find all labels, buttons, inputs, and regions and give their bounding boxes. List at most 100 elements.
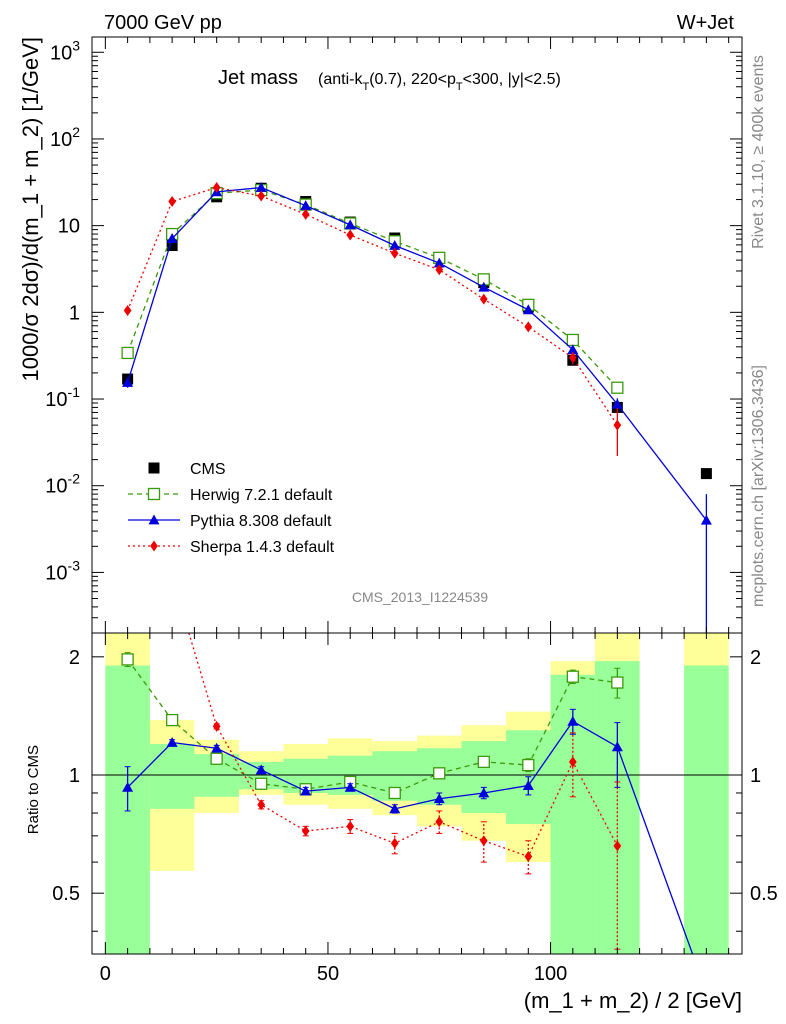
sherpa-main-line bbox=[127, 186, 618, 426]
herwig-ratio-point bbox=[522, 758, 535, 772]
main-y-tick-label: 10-3 bbox=[45, 557, 80, 584]
main-y-tick-label: 1 bbox=[69, 302, 80, 324]
sherpa-main-point bbox=[613, 419, 622, 431]
pythia-main-point bbox=[567, 344, 579, 355]
sherpa-main-point bbox=[435, 264, 444, 276]
sherpa-main-point bbox=[123, 304, 132, 316]
ratio-y-axis-ticks: 0.5 0.5 1 1 2 2 bbox=[52, 647, 778, 932]
sherpa-ratio-point bbox=[524, 851, 533, 863]
pythia-main-point bbox=[700, 514, 712, 525]
inner-uncertainty-band bbox=[684, 665, 729, 954]
pythia-main-point bbox=[166, 233, 178, 243]
pythia-main-point bbox=[344, 219, 356, 230]
pythia-ratio-point bbox=[567, 715, 579, 726]
pythia-main-point bbox=[611, 398, 623, 409]
main-plot-panel: 10-3 10-2 10-1 1 10 102 103 1000/σ 2dσ)/d(m_1 … bbox=[18, 36, 743, 660]
cms-legend-label: CMS bbox=[190, 461, 226, 478]
herwig-ratio-point bbox=[165, 713, 179, 727]
x-axis-label: (m_1 + m_2) / 2 [GeV] bbox=[524, 988, 742, 1013]
sherpa-main-point bbox=[301, 208, 310, 220]
herwig-main-point bbox=[611, 381, 624, 394]
sherpa-main-point bbox=[568, 352, 577, 364]
pythia-ratio-point bbox=[255, 764, 267, 775]
pythia-ratio-point bbox=[211, 742, 223, 753]
ratio-series-layer bbox=[121, 633, 694, 954]
analysis-id-label: CMS_2013_I1224539 bbox=[352, 589, 488, 605]
herwig-ratio-line bbox=[127, 659, 618, 794]
header-right-label: W+Jet bbox=[677, 12, 735, 34]
pythia-ratio-point bbox=[522, 780, 534, 790]
herwig-legend-marker bbox=[147, 487, 161, 501]
herwig-ratio-point bbox=[210, 752, 223, 765]
sherpa-main-point bbox=[212, 182, 221, 194]
sherpa-ratio-point bbox=[346, 820, 355, 832]
main-series-layer bbox=[121, 182, 712, 660]
rivet-version-label: Rivet 3.1.10, ≥ 400k events bbox=[750, 55, 767, 249]
sherpa-main-point bbox=[390, 247, 399, 259]
sherpa-ratio-point bbox=[390, 837, 399, 849]
ratio-y-tick-label-right: 1 bbox=[750, 765, 761, 787]
cms-main-point bbox=[700, 468, 712, 480]
pythia-main-point bbox=[433, 257, 445, 268]
sherpa-ratio-point bbox=[568, 756, 577, 768]
sherpa-ratio-point bbox=[435, 816, 444, 828]
main-y-tick-labels: 10-3 10-2 10-1 1 10 102 103 bbox=[45, 37, 80, 584]
cms-main-point bbox=[166, 240, 178, 252]
x-tick-label: 50 bbox=[317, 963, 339, 985]
herwig-legend-label: Herwig 7.2.1 default bbox=[190, 487, 333, 504]
sherpa-ratio-point bbox=[301, 825, 310, 837]
main-y-axis-label: 1000/σ 2dσ)/d(m_1 + m_2) [1/GeV] bbox=[18, 37, 43, 382]
main-y-axis-ticks bbox=[92, 51, 742, 634]
pythia-main-point bbox=[122, 377, 134, 387]
sherpa-legend-marker bbox=[150, 540, 158, 552]
sherpa-main-point bbox=[257, 190, 266, 202]
sherpa-main-point bbox=[524, 321, 533, 333]
herwig-main-line bbox=[127, 189, 618, 389]
cms-legend-marker bbox=[148, 462, 160, 474]
mcplots-reference-label: mcplots.cern.ch [arXiv:1306.3436] bbox=[750, 365, 767, 607]
ratio-y-tick-label-left: 2 bbox=[69, 647, 80, 669]
pythia-ratio-point bbox=[433, 793, 445, 804]
main-y-tick-label: 10-1 bbox=[45, 384, 80, 411]
ratio-plot-panel: 0.5 0.5 1 1 2 2 0 50 100 Ratio to CMS (m_1 + m_… bbox=[25, 632, 778, 1013]
main-y-tick-label: 103 bbox=[50, 37, 80, 64]
main-chart-title: Jet mass bbox=[218, 67, 298, 89]
main-y-tick-label: 102 bbox=[50, 124, 80, 151]
x-tick-label: 0 bbox=[100, 963, 111, 985]
pythia-main-point bbox=[389, 240, 401, 250]
ratio-y-tick-label-right: 0.5 bbox=[750, 883, 778, 905]
sherpa-main-point bbox=[346, 229, 355, 241]
herwig-ratio-point bbox=[433, 767, 446, 780]
pythia-ratio-point bbox=[122, 781, 134, 792]
pythia-main-point bbox=[300, 200, 312, 211]
x-tick-label: 100 bbox=[534, 963, 567, 985]
herwig-main-point bbox=[566, 333, 579, 347]
herwig-ratio-point bbox=[611, 676, 624, 689]
sherpa-ratio-point bbox=[212, 720, 221, 732]
sherpa-legend-label: Sherpa 1.4.3 default bbox=[190, 539, 335, 556]
main-y-tick-label: 10-2 bbox=[45, 471, 80, 498]
ratio-y-tick-label-left: 1 bbox=[69, 765, 80, 787]
main-x-axis-ticks bbox=[104, 37, 730, 633]
pythia-main-point bbox=[478, 281, 490, 292]
inner-uncertainty-band bbox=[149, 743, 195, 809]
ratio-y-tick-label-left: 0.5 bbox=[52, 883, 80, 905]
header-left-label: 7000 GeV pp bbox=[104, 12, 222, 34]
pythia-ratio-point bbox=[300, 785, 312, 796]
pythia-legend-label: Pythia 8.308 default bbox=[190, 513, 332, 530]
pythia-main-point bbox=[255, 182, 267, 192]
pythia-ratio-point bbox=[478, 787, 490, 798]
pythia-legend-marker bbox=[148, 514, 160, 525]
sherpa-main-point bbox=[479, 293, 488, 305]
herwig-main-point bbox=[121, 346, 134, 360]
pythia-ratio-point bbox=[389, 803, 401, 814]
sherpa-main-point bbox=[168, 195, 176, 207]
ratio-y-tick-label-right: 2 bbox=[750, 647, 761, 669]
herwig-ratio-point bbox=[255, 777, 268, 790]
pythia-ratio-point bbox=[344, 781, 356, 792]
legend: CMS Herwig 7.2.1 default Pythia 8.308 defa… bbox=[128, 461, 335, 556]
main-chart-subtitle: (anti-kT(0.7), 220<pT<300, |y|<2.5) bbox=[318, 71, 561, 93]
ratio-y-axis-label: Ratio to CMS bbox=[25, 745, 42, 834]
sherpa-ratio-line bbox=[188, 633, 618, 858]
